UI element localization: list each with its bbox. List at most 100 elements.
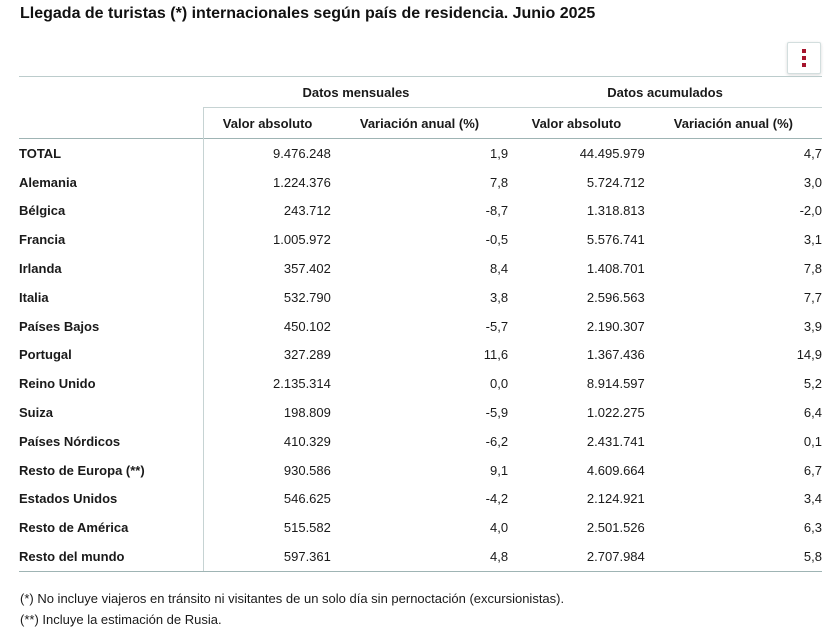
table-cell: -6,2 — [485, 433, 509, 449]
table-row: Países Bajos 450.102 -5,7 2.190.307 3,9 — [19, 311, 822, 341]
table-cell: 546.625 — [203, 484, 331, 514]
table-row: Estados Unidos 546.625 -4,2 2.124.921 3,4 — [19, 484, 822, 514]
footnotes: (*) No incluye viajeros en tránsito ni v… — [20, 588, 564, 630]
table-cell: 4,7 — [644, 137, 822, 168]
table-cell: 515.582 — [203, 513, 331, 543]
table-row: Bélgica 243.712 -8,7 1.318.813 -2,0 — [19, 196, 822, 226]
row-label: Portugal — [19, 347, 72, 363]
page-title: Llegada de turistas (*) internacionales … — [20, 5, 596, 22]
table-cell: 8,4 — [490, 261, 509, 277]
table-cell: 1.224.376 — [203, 167, 331, 197]
footnote: (**) Incluye la estimación de Rusia. — [20, 612, 222, 627]
column-header: Variación anual (%) — [330, 107, 509, 139]
table-cell: 6,3 — [803, 520, 822, 536]
table-cell: 3,4 — [803, 491, 822, 507]
table-cell: 7,7 — [803, 289, 822, 305]
table-row: Reino Unido 2.135.314 0,0 8.914.597 5,2 — [19, 369, 822, 399]
row-label: Alemania — [19, 174, 77, 190]
table-cell: 4,0 — [490, 520, 509, 536]
table-cell: 5.576.741 — [586, 232, 645, 248]
table-row: Suiza 198.809 -5,9 1.022.275 6,4 — [19, 398, 822, 427]
table-cell: 7,8 — [803, 261, 822, 277]
tourist-arrivals-table: Datos mensuales Datos acumulados Valor a… — [19, 76, 822, 572]
table-cell: 1.318.813 — [586, 203, 645, 219]
table-cell: 5,2 — [803, 376, 822, 392]
table-cell: 198.809 — [203, 398, 331, 427]
table-row: Francia 1.005.972 -0,5 5.576.741 3,1 — [19, 225, 822, 255]
row-label: Italia — [19, 289, 49, 305]
table-cell: 5.724.712 — [586, 174, 645, 190]
table-cell: -4,2 — [485, 491, 509, 507]
table-cell: 357.402 — [203, 254, 331, 283]
row-label: Suiza — [19, 405, 53, 421]
table-cell: 2.501.526 — [586, 520, 645, 536]
table-cell: 4.609.664 — [586, 462, 645, 478]
row-label: Resto de América — [19, 520, 129, 536]
table-row: Resto del mundo 597.361 4,8 2.707.984 5,8 — [19, 542, 822, 572]
table-cell: 9.476.248 — [203, 137, 331, 168]
table-cell: 4,8 — [330, 542, 509, 572]
table-cell: 1.367.436 — [586, 347, 645, 363]
table-cell: 3,1 — [803, 232, 822, 248]
table-cell: 410.329 — [203, 426, 331, 456]
row-label: Estados Unidos — [19, 491, 118, 507]
vertical-ellipsis-icon — [802, 56, 806, 60]
column-header: Variación anual (%) — [644, 107, 822, 139]
row-label: Resto del mundo — [19, 542, 204, 572]
table-row: Países Nórdicos 410.329 -6,2 2.431.741 0,1 — [19, 426, 822, 456]
table-cell: 597.361 — [203, 542, 331, 572]
table-cell: -8,7 — [485, 203, 509, 219]
table-cell: 8.914.597 — [586, 376, 645, 392]
table-cell: 6,4 — [803, 405, 822, 421]
table-cell: 3,8 — [490, 289, 509, 305]
table-cell: 2.190.307 — [586, 318, 645, 334]
table-cell: 3,9 — [803, 318, 822, 334]
table-cell: 14,9 — [796, 347, 822, 363]
table-cell: 5,8 — [644, 542, 822, 572]
row-label: Resto de Europa (**) — [19, 462, 145, 478]
row-label: Irlanda — [19, 261, 62, 277]
row-label: Países Nórdicos — [19, 433, 121, 449]
table-cell: 44.495.979 — [508, 137, 645, 168]
vertical-ellipsis-icon — [802, 63, 806, 67]
table-row: Irlanda 357.402 8,4 1.408.701 7,8 — [19, 254, 822, 283]
table-cell: 327.289 — [203, 340, 331, 370]
row-label: TOTAL — [19, 137, 204, 168]
header-blank — [19, 76, 204, 108]
table-cell: 532.790 — [203, 282, 331, 312]
table-cell: 2.135.314 — [203, 369, 331, 399]
table-cell: 1,9 — [330, 137, 509, 168]
table-cell: -0,5 — [485, 232, 509, 248]
table-cell: 11,6 — [483, 347, 509, 363]
group-header-cumulative: Datos acumulados — [508, 76, 822, 108]
table-cell: 2.596.563 — [586, 289, 645, 305]
table-cell: -5,9 — [485, 405, 509, 421]
table-cell: 0,1 — [803, 433, 822, 449]
vertical-ellipsis-icon — [802, 49, 806, 53]
row-label: Bélgica — [19, 203, 66, 219]
table-cell: 9,1 — [490, 462, 509, 478]
row-label: Reino Unido — [19, 376, 96, 392]
table-row: Portugal 327.289 11,6 1.367.436 14,9 — [19, 340, 822, 370]
table-cell: -5,7 — [485, 318, 509, 334]
table-cell: 2.124.921 — [586, 491, 645, 507]
table-cell: 930.586 — [203, 455, 331, 485]
table-cell: 1.408.701 — [586, 261, 645, 277]
table-row: Alemania 1.224.376 7,8 5.724.712 3,0 — [19, 167, 822, 197]
table-cell: 2.431.741 — [586, 433, 645, 449]
row-label: Países Bajos — [19, 318, 100, 334]
column-header: Valor absoluto — [203, 107, 331, 139]
table-row: Resto de Europa (**) 930.586 9,1 4.609.664 6… — [19, 455, 822, 485]
row-label: Francia — [19, 232, 66, 248]
table-cell: -2,0 — [799, 203, 822, 219]
group-header-monthly: Datos mensuales — [203, 76, 509, 108]
footnote: (*) No incluye viajeros en tránsito ni v… — [20, 591, 565, 606]
table-cell: 243.712 — [203, 196, 331, 226]
options-menu-button[interactable] — [787, 42, 821, 74]
table-cell: 1.022.275 — [586, 405, 645, 421]
column-header: Valor absoluto — [508, 107, 645, 139]
table-cell: 3,0 — [803, 174, 822, 190]
table-row: Italia 532.790 3,8 2.596.563 7,7 — [19, 282, 822, 312]
table-cell: 6,7 — [803, 462, 822, 478]
table-cell: 450.102 — [203, 311, 331, 341]
